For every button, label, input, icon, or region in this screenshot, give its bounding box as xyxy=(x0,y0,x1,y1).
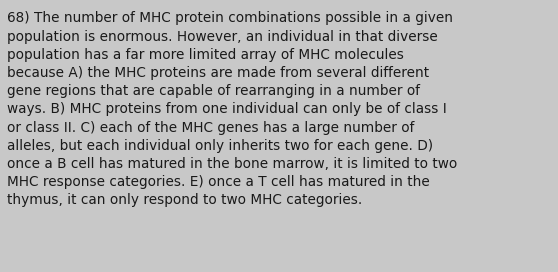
Text: 68) The number of MHC protein combinations possible in a given
population is eno: 68) The number of MHC protein combinatio… xyxy=(7,11,458,207)
